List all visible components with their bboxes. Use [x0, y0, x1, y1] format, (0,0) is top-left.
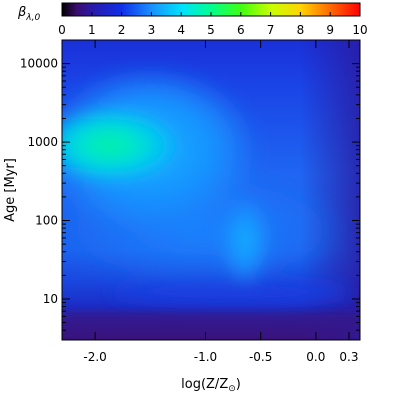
y-axis-label: Age [Myr] — [3, 158, 18, 222]
heatmap-peak — [62, 107, 180, 183]
colorbar-tick-label: 3 — [148, 23, 156, 37]
colorbar: βλ,0 0 1 2 3 4 5 6 7 8 9 10 — [17, 2, 368, 37]
x-axis-ticks: -2.0 -1.0 -0.5 0.0 0.3 — [83, 40, 359, 364]
heatmap-ridge-low — [110, 280, 350, 304]
x-axis-label: log(Z/Z⊙) — [181, 377, 241, 394]
colorbar-ticks: 0 1 2 3 4 5 6 7 8 9 10 — [58, 12, 368, 37]
colorbar-label-subscript: λ,0 — [25, 13, 40, 23]
colorbar-tick-label: 5 — [207, 23, 215, 37]
x-tick-label: 0.3 — [339, 350, 358, 364]
colorbar-label: βλ,0 — [17, 5, 40, 23]
x-tick-label: -0.5 — [249, 350, 272, 364]
colorbar-tick-label: 10 — [352, 23, 367, 37]
heatmap-ridge — [220, 195, 270, 285]
colorbar-tick-label: 8 — [297, 23, 305, 37]
plot-frame — [61, 39, 361, 341]
x-tick-label: -1.0 — [194, 350, 217, 364]
colorbar-tick-label: 9 — [326, 23, 334, 37]
colorbar-tick-label: 4 — [177, 23, 185, 37]
y-tick-label: 1000 — [27, 135, 58, 149]
x-tick-label: 0.0 — [306, 350, 325, 364]
colorbar-tick-label: 7 — [267, 23, 275, 37]
y-tick-label: 100 — [35, 214, 58, 228]
heatmap-bottom-band — [62, 312, 360, 340]
x-axis-label-subscript: ⊙ — [228, 384, 236, 394]
colorbar-tick-label: 6 — [237, 23, 245, 37]
y-axis-ticks: 10 100 1000 10000 — [20, 39, 360, 341]
y-tick-label: 10000 — [20, 57, 58, 71]
colorbar-tick-label: 0 — [58, 23, 66, 37]
colorbar-tick-label: 2 — [118, 23, 126, 37]
heatmap-plot — [62, 40, 360, 340]
x-tick-label: -2.0 — [83, 350, 106, 364]
colorbar-tick-label: 1 — [88, 23, 96, 37]
y-tick-label: 10 — [43, 292, 58, 306]
